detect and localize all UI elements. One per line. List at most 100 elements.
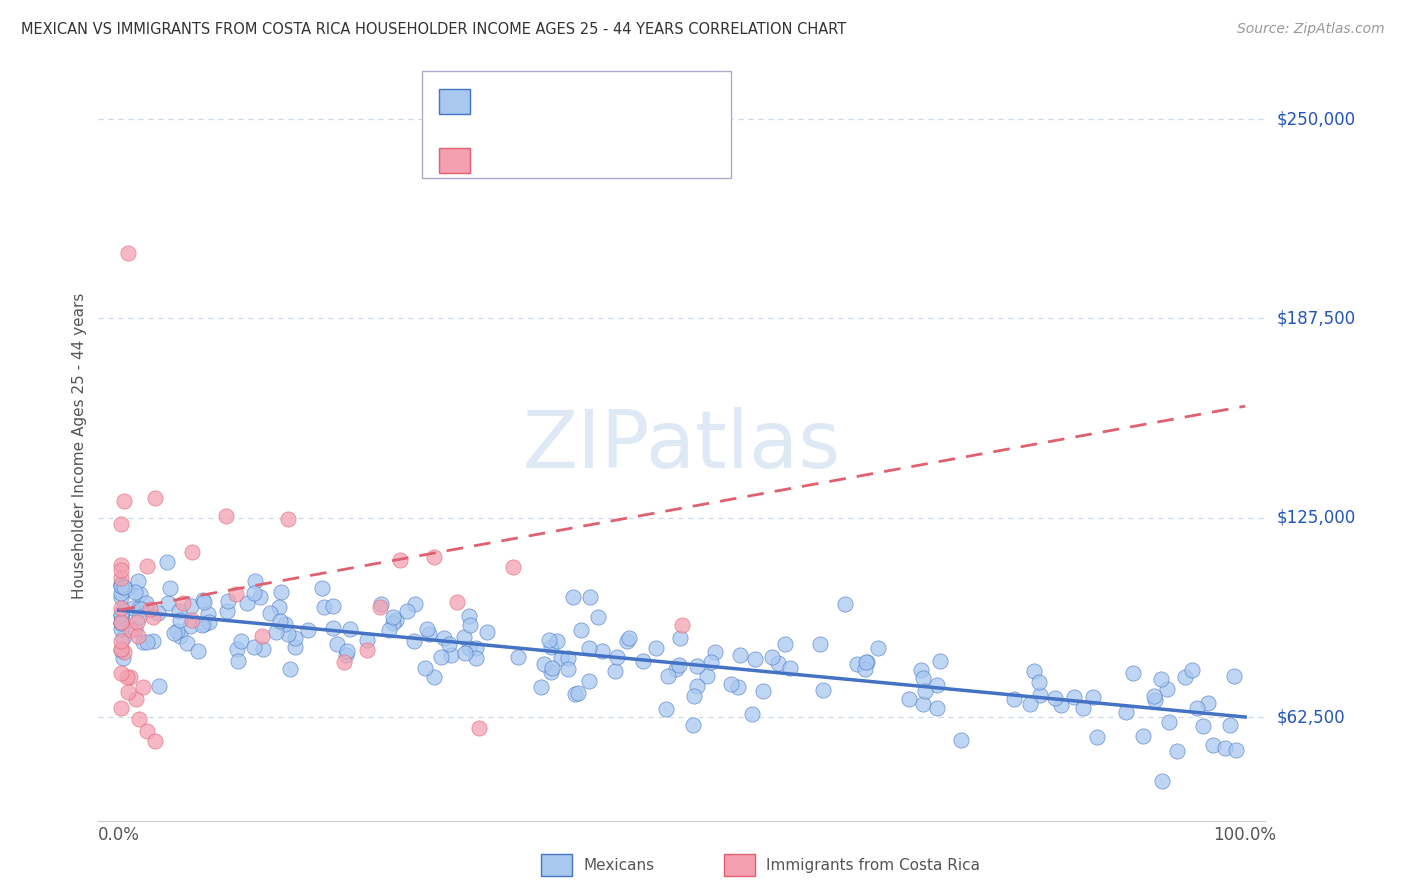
Point	[110, 701, 132, 715]
Point	[389, 552, 412, 566]
Point	[385, 613, 408, 627]
Point	[751, 684, 773, 698]
Point	[356, 633, 378, 648]
Point	[404, 634, 426, 648]
Point	[157, 596, 180, 610]
Point	[1181, 663, 1204, 677]
Text: N =: N =	[588, 95, 621, 109]
Point	[166, 624, 188, 639]
Point	[1144, 692, 1167, 706]
Point	[1197, 696, 1219, 710]
Point	[110, 642, 132, 657]
Point	[129, 587, 152, 601]
Point	[617, 632, 640, 646]
Text: 200: 200	[627, 95, 659, 109]
Point	[146, 606, 169, 620]
Point	[122, 601, 145, 615]
Point	[181, 613, 204, 627]
Point	[1166, 744, 1188, 758]
Point	[606, 649, 628, 664]
Point	[110, 666, 132, 681]
Point	[138, 602, 160, 616]
Point	[191, 617, 214, 632]
Point	[631, 653, 654, 667]
Point	[655, 701, 678, 715]
Point	[252, 642, 274, 657]
Point	[1213, 741, 1236, 756]
Point	[1187, 701, 1209, 715]
Point	[127, 615, 149, 629]
Point	[404, 597, 426, 611]
Point	[533, 657, 555, 671]
Point	[180, 599, 202, 613]
Point	[215, 508, 238, 523]
Point	[110, 607, 132, 621]
Point	[370, 598, 392, 612]
Point	[557, 650, 579, 665]
Point	[110, 563, 132, 577]
Point	[228, 654, 250, 668]
Point	[273, 616, 295, 631]
Point	[855, 655, 877, 669]
Point	[187, 644, 209, 658]
Point	[395, 603, 418, 617]
Point	[297, 624, 319, 638]
Point	[911, 671, 934, 685]
Point	[270, 584, 292, 599]
Point	[117, 685, 139, 699]
Point	[475, 625, 498, 640]
Point	[181, 545, 204, 559]
Point	[266, 625, 288, 640]
Point	[591, 644, 613, 658]
Point	[1150, 774, 1173, 789]
Point	[546, 633, 568, 648]
Point	[143, 734, 166, 748]
Point	[465, 651, 488, 665]
Point	[110, 615, 132, 629]
Point	[156, 555, 179, 569]
Point	[808, 637, 831, 651]
Text: Mexicans: Mexicans	[583, 858, 655, 872]
Point	[382, 610, 405, 624]
Point	[508, 649, 530, 664]
Point	[115, 582, 138, 596]
Point	[269, 614, 291, 628]
Point	[136, 635, 159, 649]
Point	[112, 603, 135, 617]
Point	[811, 683, 834, 698]
Point	[132, 635, 155, 649]
Text: Source: ZipAtlas.com: Source: ZipAtlas.com	[1237, 22, 1385, 37]
Point	[377, 623, 399, 637]
Point	[1081, 690, 1104, 705]
Point	[779, 661, 801, 675]
Point	[110, 608, 132, 623]
Point	[741, 706, 763, 721]
Point	[949, 732, 972, 747]
Point	[418, 627, 440, 641]
Point	[245, 574, 267, 588]
Point	[277, 511, 299, 525]
Y-axis label: Householder Income Ages 25 - 44 years: Householder Income Ages 25 - 44 years	[72, 293, 87, 599]
Text: R =: R =	[481, 153, 515, 168]
Point	[929, 654, 952, 668]
Point	[112, 494, 135, 508]
Point	[669, 631, 692, 645]
Point	[132, 680, 155, 694]
Point	[766, 656, 789, 670]
Point	[728, 648, 751, 663]
Point	[127, 574, 149, 588]
Text: $62,500: $62,500	[1277, 708, 1346, 726]
Point	[124, 585, 146, 599]
Point	[191, 593, 214, 607]
Point	[1225, 743, 1247, 757]
Point	[437, 637, 460, 651]
Point	[1192, 719, 1215, 733]
Point	[110, 623, 132, 637]
Point	[834, 597, 856, 611]
Point	[846, 657, 869, 671]
Point	[761, 649, 783, 664]
Point	[269, 599, 291, 614]
Text: $187,500: $187,500	[1277, 310, 1355, 327]
Point	[179, 619, 201, 633]
Point	[1085, 731, 1108, 745]
